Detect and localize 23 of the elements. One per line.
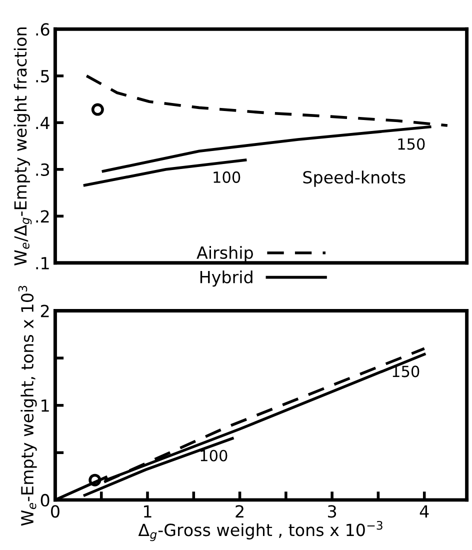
y-tick-label: 1 bbox=[42, 400, 49, 412]
annotation: 100 bbox=[214, 171, 240, 183]
y-tick-label: .3 bbox=[36, 163, 50, 176]
y-tick-label: .6 bbox=[36, 23, 50, 36]
annotation: 100 bbox=[200, 450, 228, 462]
annotation: 150 bbox=[398, 138, 425, 150]
legend-label: Hybrid bbox=[200, 270, 252, 287]
x-tick-label: 1 bbox=[144, 505, 152, 518]
y-tick-label: 0 bbox=[40, 494, 50, 507]
y-tick-label: .1 bbox=[36, 257, 49, 270]
y-tick-label: 2 bbox=[40, 304, 49, 318]
y-tick-label: .4 bbox=[36, 116, 50, 129]
x-tick-label: 0 bbox=[51, 505, 60, 518]
x-tick-label: 4 bbox=[420, 505, 429, 518]
x-tick-label: 3 bbox=[328, 505, 336, 518]
x-tick-label: 2 bbox=[236, 505, 244, 518]
y-axis-title: W$_{e}$-Empty weight, tons x 10$^{3}$ bbox=[18, 286, 37, 526]
y-tick-label: .5 bbox=[36, 70, 49, 82]
y-axis-title: W$_{e}$/Δ$_{g}$-Empty weight fraction bbox=[14, 28, 32, 266]
legend-label: Airship bbox=[196, 246, 253, 262]
y-tick-label: .2 bbox=[36, 210, 49, 222]
x-axis-title: Δ$_{g}$-Gross weight , tons x 10$^{−3}$ bbox=[138, 520, 382, 542]
annotation: Speed-knots bbox=[303, 170, 406, 187]
